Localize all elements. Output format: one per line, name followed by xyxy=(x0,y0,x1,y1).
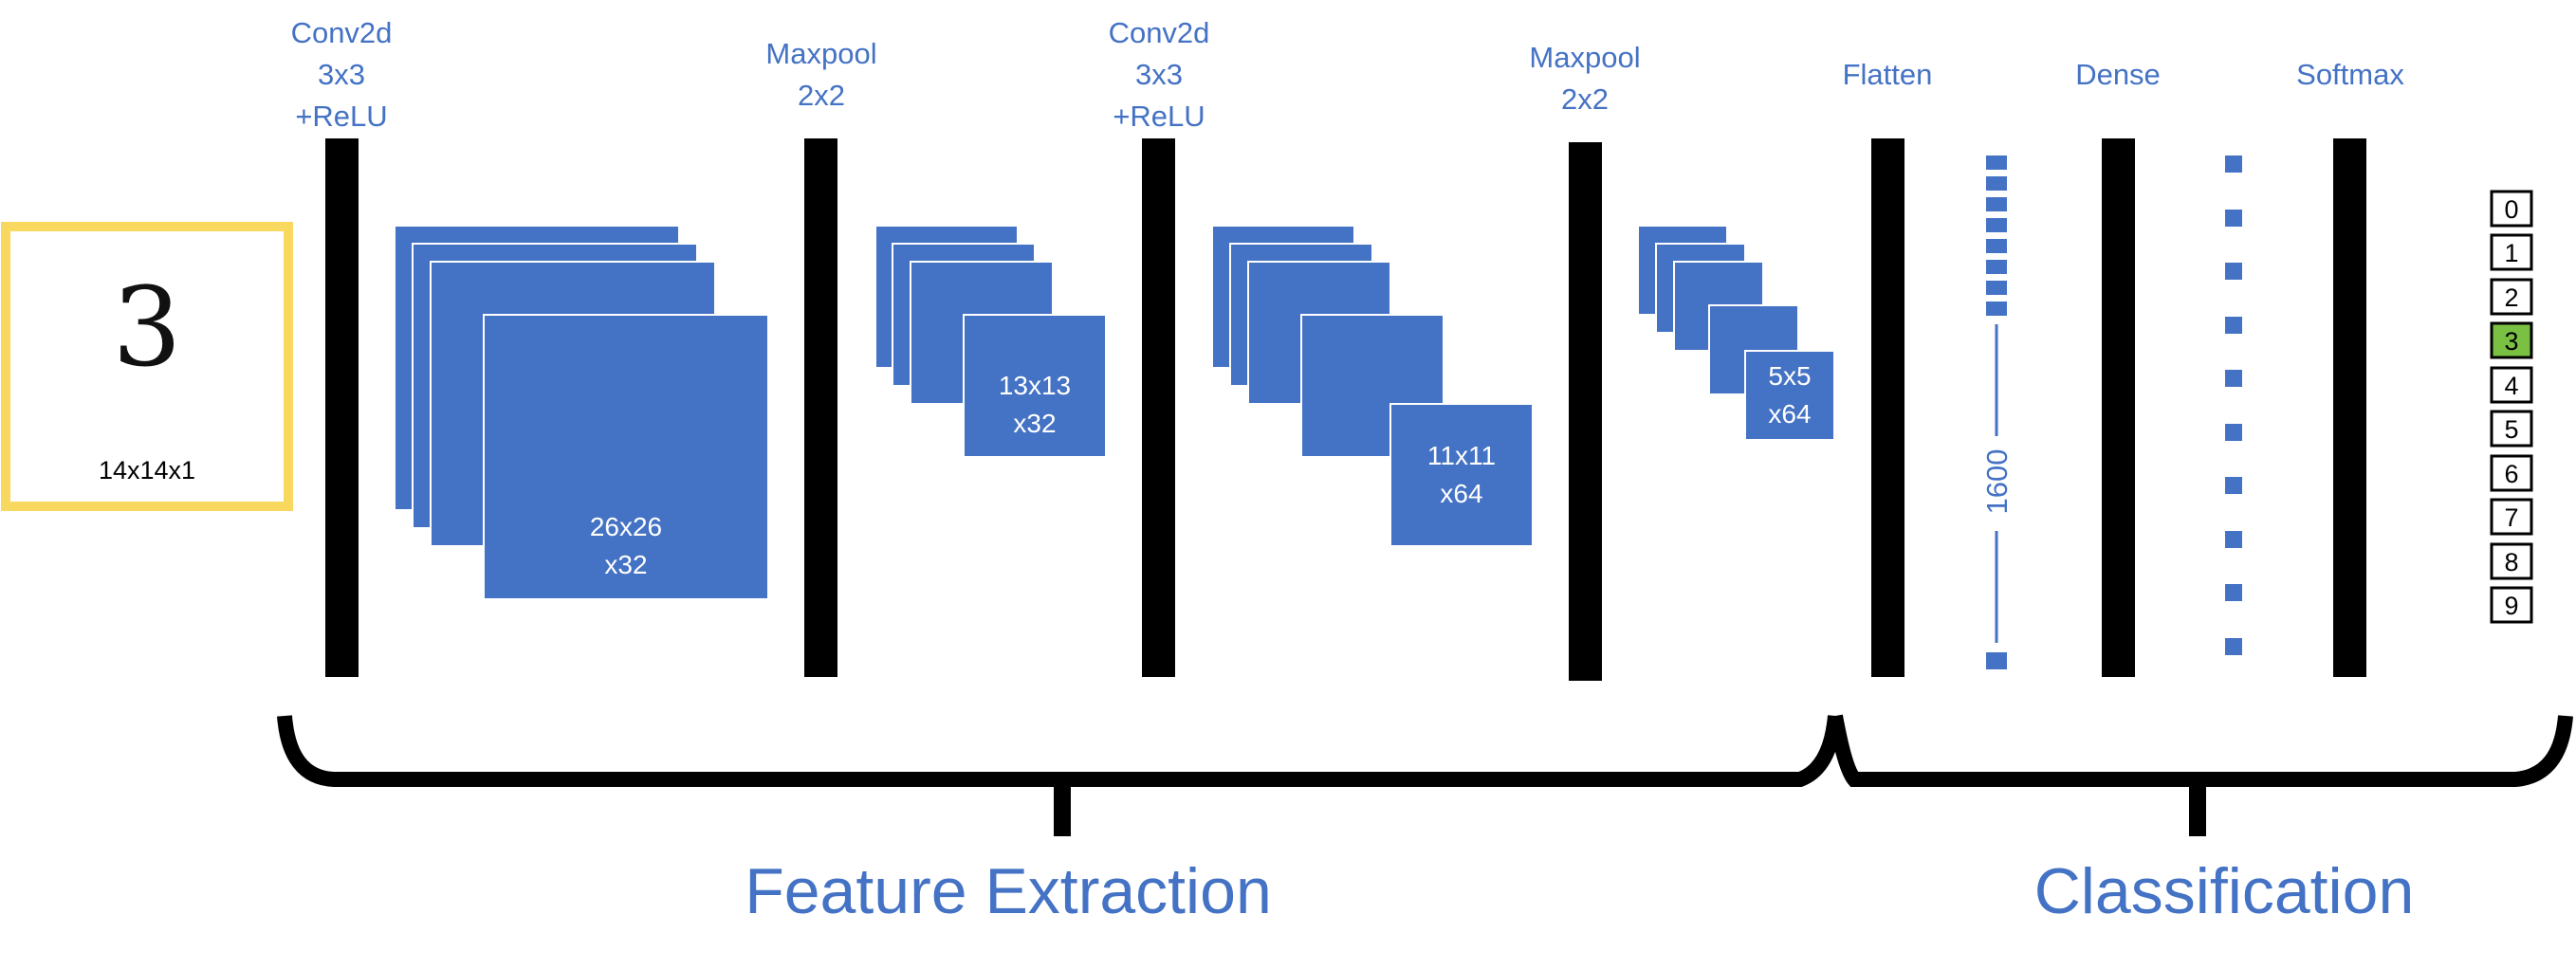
section-title-classification: Classification xyxy=(2034,855,2415,927)
layer-label-pool2: Maxpool 2x2 xyxy=(1529,41,1640,116)
layer-bar-pool2 xyxy=(1569,142,1602,681)
svg-text:4: 4 xyxy=(2504,372,2518,400)
svg-text:3x3: 3x3 xyxy=(1135,58,1183,91)
layer-bar-dense xyxy=(2102,138,2135,677)
svg-text:8: 8 xyxy=(2504,548,2518,576)
svg-text:2: 2 xyxy=(2504,283,2518,312)
layer-label-flatten: Flatten xyxy=(1843,58,1933,91)
svg-text:+ReLU: +ReLU xyxy=(295,100,387,133)
svg-text:2x2: 2x2 xyxy=(798,79,845,112)
svg-text:6: 6 xyxy=(2504,460,2518,488)
svg-text:3: 3 xyxy=(2504,327,2518,356)
svg-text:7: 7 xyxy=(2504,503,2518,532)
output-class-0: 0 xyxy=(2490,190,2533,228)
output-class-3: 3 xyxy=(2490,321,2533,359)
brace-classification xyxy=(1828,714,2573,787)
layer-label-dense: Dense xyxy=(2075,58,2161,91)
svg-text:Conv2d: Conv2d xyxy=(291,16,393,49)
brace-feature-extraction-tip xyxy=(1054,779,1071,836)
layer-label-conv2: Conv2d 3x3 +ReLU xyxy=(1109,16,1210,133)
layer-bar-conv1 xyxy=(325,138,359,677)
output-class-4: 4 xyxy=(2490,366,2533,404)
input-digit: 3 xyxy=(112,265,181,392)
output-class-7: 7 xyxy=(2490,498,2533,536)
brace-feature-extraction xyxy=(277,715,1843,787)
feature-map-size-label: 13x13 xyxy=(999,371,1071,400)
layer-bar-pool1 xyxy=(804,138,837,677)
layer-bar-conv2 xyxy=(1142,138,1175,677)
brace-classification-tip xyxy=(2189,779,2206,836)
output-class-8: 8 xyxy=(2490,542,2533,580)
feature-map-size-label: 26x26 xyxy=(590,512,662,541)
feature-map-channels-label: x32 xyxy=(604,550,647,579)
layer-bar-softmax xyxy=(2333,138,2366,677)
svg-text:5: 5 xyxy=(2504,415,2518,444)
softmax-outputs: 0 1 2 3 4 5 6 7 8 9 xyxy=(2490,190,2533,624)
layer-bar-flatten xyxy=(1871,138,1904,677)
feature-map-size-label: 11x11 xyxy=(1427,441,1496,470)
svg-text:1: 1 xyxy=(2504,239,2518,267)
output-class-1: 1 xyxy=(2490,233,2533,271)
layer-label-softmax: Softmax xyxy=(2296,58,2404,91)
flatten-vector: 1600 xyxy=(1980,155,2014,669)
input-shape-label: 14x14x1 xyxy=(99,456,195,484)
feature-map-stack-pool1: 13x13 x32 xyxy=(874,225,1107,458)
svg-text:+ReLU: +ReLU xyxy=(1113,100,1205,133)
svg-text:Conv2d: Conv2d xyxy=(1109,16,1210,49)
output-class-5: 5 xyxy=(2490,410,2533,448)
svg-text:Maxpool: Maxpool xyxy=(765,37,876,70)
svg-text:0: 0 xyxy=(2504,195,2518,224)
flatten-count-label: 1600 xyxy=(1980,449,2014,515)
output-class-9: 9 xyxy=(2490,586,2533,624)
feature-map-stack-conv2: 11x11 x64 xyxy=(1211,225,1534,547)
input-frame xyxy=(1,222,293,511)
svg-text:Maxpool: Maxpool xyxy=(1529,41,1640,74)
layer-label-pool1: Maxpool 2x2 xyxy=(765,37,876,112)
input-image: 3 14x14x1 xyxy=(1,222,293,511)
layer-label-conv1: Conv2d 3x3 +ReLU xyxy=(291,16,393,133)
feature-map-channels-label: x64 xyxy=(1440,479,1482,508)
dense-units xyxy=(2225,155,2242,655)
svg-text:2x2: 2x2 xyxy=(1561,82,1609,116)
svg-text:3x3: 3x3 xyxy=(318,58,365,91)
feature-map-stack-conv1: 26x26 x32 xyxy=(394,225,769,600)
feature-map-stack-pool2: 5x5 x64 xyxy=(1637,225,1835,441)
output-class-6: 6 xyxy=(2490,454,2533,492)
section-title-feature-extraction: Feature Extraction xyxy=(745,855,1272,927)
feature-map-size-label: 5x5 xyxy=(1768,361,1811,391)
feature-map-channels-label: x32 xyxy=(1013,409,1056,438)
svg-text:9: 9 xyxy=(2504,592,2518,620)
feature-map-channels-label: x64 xyxy=(1768,399,1811,429)
output-class-2: 2 xyxy=(2490,278,2533,316)
